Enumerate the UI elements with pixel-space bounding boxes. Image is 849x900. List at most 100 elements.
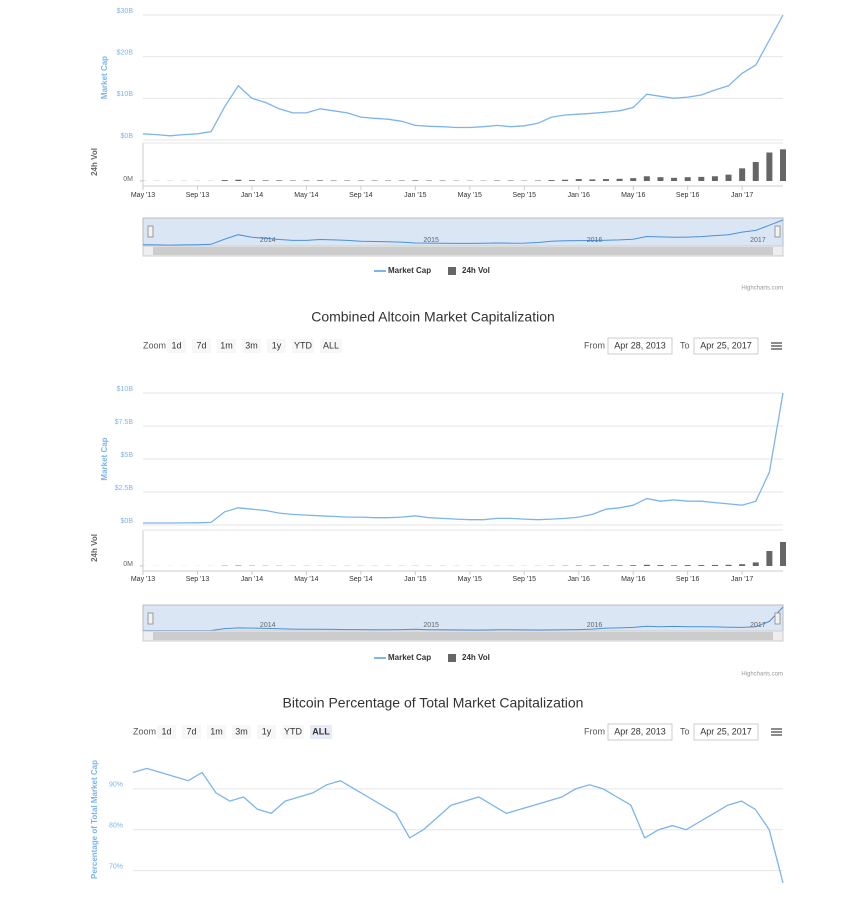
y-tick-label: 80%: [109, 823, 123, 830]
volume-bar: [726, 565, 732, 566]
from-label: From: [584, 726, 605, 736]
y2-tick-label: 0M: [123, 561, 133, 568]
market-line: [143, 393, 783, 523]
zoom-button-label[interactable]: YTD: [284, 726, 303, 736]
credits[interactable]: Highcharts.com: [741, 672, 783, 678]
zoom-button-label[interactable]: 1y: [272, 340, 282, 350]
scrollbar-thumb[interactable]: [153, 247, 773, 255]
navigator-handle[interactable]: [148, 613, 153, 624]
zoom-button-label[interactable]: YTD: [294, 340, 313, 350]
zoom-button-label[interactable]: 3m: [235, 726, 248, 736]
x-tick-label: May '16: [621, 576, 645, 583]
credits[interactable]: Highcharts.com: [741, 286, 783, 292]
y-tick-label: 90%: [109, 782, 123, 789]
navigator-handle[interactable]: [775, 226, 780, 237]
navigator-label: 2017: [750, 622, 766, 629]
volume-bar: [657, 565, 663, 566]
legend-label[interactable]: Market Cap: [388, 653, 431, 662]
x-tick-label: May '13: [131, 576, 155, 583]
volume-bar: [712, 565, 718, 566]
zoom-button-label[interactable]: 3m: [245, 340, 258, 350]
navigator-bg: [143, 218, 783, 246]
x-tick-label: Jan '14: [241, 192, 263, 199]
volume-bar: [657, 177, 663, 181]
zoom-button-label[interactable]: 1y: [262, 726, 272, 736]
volume-bar: [276, 180, 282, 181]
to-value[interactable]: Apr 25, 2017: [700, 726, 752, 736]
volume-bar: [630, 565, 636, 566]
y-tick-label: $0B: [121, 133, 134, 140]
volume-bar: [630, 178, 636, 181]
x-tick-label: Sep '15: [513, 576, 537, 583]
from-value[interactable]: Apr 28, 2013: [614, 340, 666, 350]
volume-bar: [739, 168, 745, 181]
zoom-button-label[interactable]: 1d: [161, 726, 171, 736]
volume-bar: [549, 180, 555, 181]
legend-label[interactable]: Market Cap: [388, 266, 431, 275]
x-tick-label: May '14: [294, 192, 318, 199]
volume-bar: [766, 153, 772, 182]
x-tick-label: Sep '13: [186, 192, 210, 199]
x-tick-label: May '16: [621, 192, 645, 199]
volume-bar: [753, 162, 759, 181]
y-tick-label: $5B: [121, 452, 134, 459]
volume-bar: [739, 564, 745, 566]
y-axis-title: Market Cap: [100, 56, 109, 99]
x-tick-label: Jan '15: [404, 192, 426, 199]
volume-bar: [712, 176, 718, 181]
navigator-label: 2017: [750, 237, 766, 244]
y-tick-label: $10B: [117, 386, 134, 393]
volume-bar: [235, 180, 241, 181]
zoom-button-label[interactable]: 7d: [196, 340, 206, 350]
volume-bar: [617, 565, 623, 566]
navigator-label: 2015: [423, 622, 439, 629]
volume-bar: [644, 176, 650, 181]
y-axis-title: Percentage of Total Market Cap: [90, 760, 99, 879]
y2-tick-label: 0M: [123, 176, 133, 183]
volume-bar: [753, 562, 759, 566]
scrollbar-thumb[interactable]: [153, 632, 773, 640]
y-tick-label: $7.5B: [115, 419, 134, 426]
navigator-handle[interactable]: [148, 226, 153, 237]
x-tick-label: Sep '14: [349, 576, 373, 583]
legend-symbol: [448, 267, 456, 275]
zoom-button-label[interactable]: ALL: [323, 340, 339, 350]
zoom-button-label[interactable]: 1m: [210, 726, 223, 736]
market-line: [133, 768, 783, 882]
to-value[interactable]: Apr 25, 2017: [700, 340, 752, 350]
volume-bar: [698, 565, 704, 566]
navigator-handle[interactable]: [775, 613, 780, 624]
zoom-button-label[interactable]: 1m: [220, 340, 233, 350]
navigator-label: 2016: [587, 237, 603, 244]
volume-bar: [589, 179, 595, 181]
zoom-button-label[interactable]: 1d: [171, 340, 181, 350]
volume-bar: [617, 179, 623, 181]
chart-title: Bitcoin Percentage of Total Market Capit…: [283, 695, 584, 711]
chart-title: Combined Altcoin Market Capitalization: [311, 309, 555, 325]
y2-axis-title: 24h Vol: [90, 148, 99, 176]
x-tick-label: Jan '17: [731, 192, 753, 199]
volume-bar: [685, 565, 691, 566]
from-value[interactable]: Apr 28, 2013: [614, 726, 666, 736]
zoom-button-label[interactable]: ALL: [312, 726, 330, 736]
volume-bar: [766, 551, 772, 566]
zoom-button-label[interactable]: 7d: [186, 726, 196, 736]
legend-label[interactable]: 24h Vol: [462, 266, 490, 275]
volume-bar: [562, 180, 568, 181]
legend-label[interactable]: 24h Vol: [462, 653, 490, 662]
volume-bar: [726, 175, 732, 181]
y2-axis-title: 24h Vol: [90, 534, 99, 562]
navigator-label: 2015: [423, 237, 439, 244]
from-label: From: [584, 340, 605, 350]
to-label: To: [680, 340, 690, 350]
volume-bar: [698, 177, 704, 181]
zoom-label: Zoom: [143, 340, 166, 350]
volume-bar: [412, 180, 418, 181]
x-tick-label: Jan '16: [568, 576, 590, 583]
navigator-label: 2016: [587, 622, 603, 629]
legend-symbol: [448, 654, 456, 662]
volume-bar: [249, 180, 255, 181]
navigator-label: 2014: [260, 622, 276, 629]
